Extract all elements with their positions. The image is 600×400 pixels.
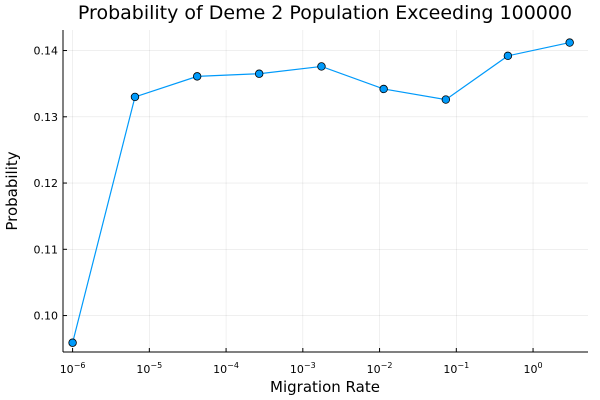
x-tick-base: 10 (136, 363, 150, 376)
x-tick-label: 10−6 (60, 361, 86, 376)
y-tick-label: 0.14 (34, 45, 59, 58)
axes (62, 30, 588, 353)
x-tick-base: 10 (213, 363, 227, 376)
x-tick-exponent: −1 (457, 361, 469, 370)
x-tick-label: 10−3 (290, 361, 316, 376)
series-line (72, 42, 570, 343)
y-tick-label: 0.13 (34, 111, 59, 124)
data-point (317, 62, 326, 71)
data-point (130, 92, 140, 102)
y-axis-label: Probability (3, 151, 21, 230)
y-tick-label: 0.12 (34, 177, 59, 190)
x-tick-base: 10 (367, 363, 381, 376)
x-tick-base: 10 (60, 363, 74, 376)
x-tick-exponent: −5 (150, 361, 162, 370)
x-tick-base: 10 (524, 363, 538, 376)
x-tick-base: 10 (443, 363, 457, 376)
y-ticks: 0.10 0.11 0.12 0.13 0.14 (34, 45, 67, 323)
x-axis-label: Migration Rate (270, 378, 380, 396)
x-tick-label: 10−4 (213, 361, 239, 376)
data-point (68, 338, 77, 347)
x-ticks: 10−6 10−5 10−4 10−3 10−2 10−1 100 (60, 348, 543, 376)
y-tick-label: 0.10 (34, 310, 59, 323)
data-point (565, 38, 574, 47)
grid (63, 30, 588, 352)
data-point (441, 95, 451, 104)
y-tick-label: 0.11 (34, 243, 59, 256)
x-tick-base: 10 (290, 363, 304, 376)
data-point (192, 72, 202, 81)
x-tick-label: 10−1 (443, 361, 469, 376)
data-point (254, 69, 264, 78)
x-tick-exponent: 0 (538, 361, 543, 370)
x-tick-exponent: −3 (304, 361, 316, 370)
x-tick-exponent: −4 (227, 361, 239, 370)
x-tick-label: 100 (524, 361, 543, 376)
x-tick-exponent: −2 (381, 361, 393, 370)
data-point (379, 84, 388, 94)
x-tick-exponent: −6 (74, 361, 86, 370)
data-point (503, 51, 513, 61)
chart-title: Probability of Deme 2 Population Exceedi… (78, 2, 572, 24)
x-tick-label: 10−2 (367, 361, 393, 376)
x-tick-label: 10−5 (136, 361, 162, 376)
series (68, 38, 574, 347)
